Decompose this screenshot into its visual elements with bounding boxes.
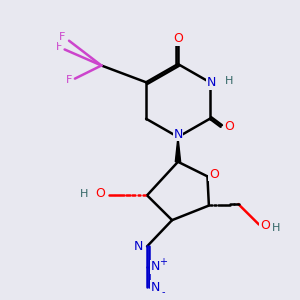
- Text: F: F: [58, 32, 65, 42]
- Text: O: O: [209, 167, 219, 181]
- Text: N: N: [151, 281, 160, 294]
- Text: O: O: [173, 32, 183, 45]
- Text: N: N: [207, 76, 216, 89]
- Text: -: -: [161, 286, 165, 297]
- Text: F: F: [66, 75, 72, 85]
- Polygon shape: [175, 137, 181, 162]
- Text: F: F: [56, 42, 62, 52]
- Text: N: N: [151, 260, 160, 273]
- Text: O: O: [95, 188, 105, 200]
- Text: O: O: [260, 220, 270, 232]
- Text: N: N: [134, 240, 143, 253]
- Text: +: +: [159, 256, 167, 267]
- Text: N: N: [173, 128, 183, 141]
- Text: H: H: [225, 76, 233, 86]
- Text: H: H: [272, 223, 280, 233]
- Text: O: O: [225, 120, 234, 133]
- Text: H: H: [80, 189, 88, 199]
